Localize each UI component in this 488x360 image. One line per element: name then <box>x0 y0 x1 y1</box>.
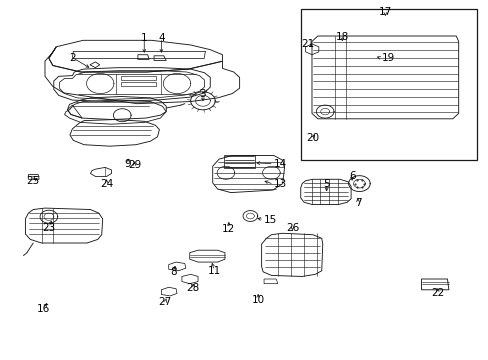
Text: 2: 2 <box>69 53 76 63</box>
Text: 20: 20 <box>306 132 319 143</box>
Text: 7: 7 <box>354 198 361 208</box>
Text: 28: 28 <box>186 283 200 293</box>
Text: 27: 27 <box>158 297 172 307</box>
Text: 4: 4 <box>158 33 164 43</box>
Text: 18: 18 <box>335 32 348 42</box>
Text: 8: 8 <box>170 267 177 277</box>
Text: 19: 19 <box>381 53 394 63</box>
Text: 12: 12 <box>222 224 235 234</box>
Text: 11: 11 <box>207 266 221 276</box>
Text: 5: 5 <box>323 179 329 189</box>
Text: 25: 25 <box>26 176 40 186</box>
Text: 9: 9 <box>124 159 131 169</box>
Bar <box>300 9 476 160</box>
Text: 14: 14 <box>273 159 286 169</box>
Text: 6: 6 <box>348 171 355 181</box>
Text: 13: 13 <box>273 179 286 189</box>
Text: 16: 16 <box>36 304 50 314</box>
Text: 29: 29 <box>127 160 141 170</box>
Text: 1: 1 <box>141 33 147 43</box>
Text: 23: 23 <box>42 222 56 233</box>
Text: 21: 21 <box>301 39 314 49</box>
Text: 10: 10 <box>251 294 264 305</box>
Text: 22: 22 <box>430 288 444 298</box>
Text: 15: 15 <box>264 215 277 225</box>
Text: 24: 24 <box>100 179 113 189</box>
Text: 26: 26 <box>285 222 299 233</box>
Text: 3: 3 <box>199 89 206 99</box>
Text: 17: 17 <box>378 6 391 17</box>
